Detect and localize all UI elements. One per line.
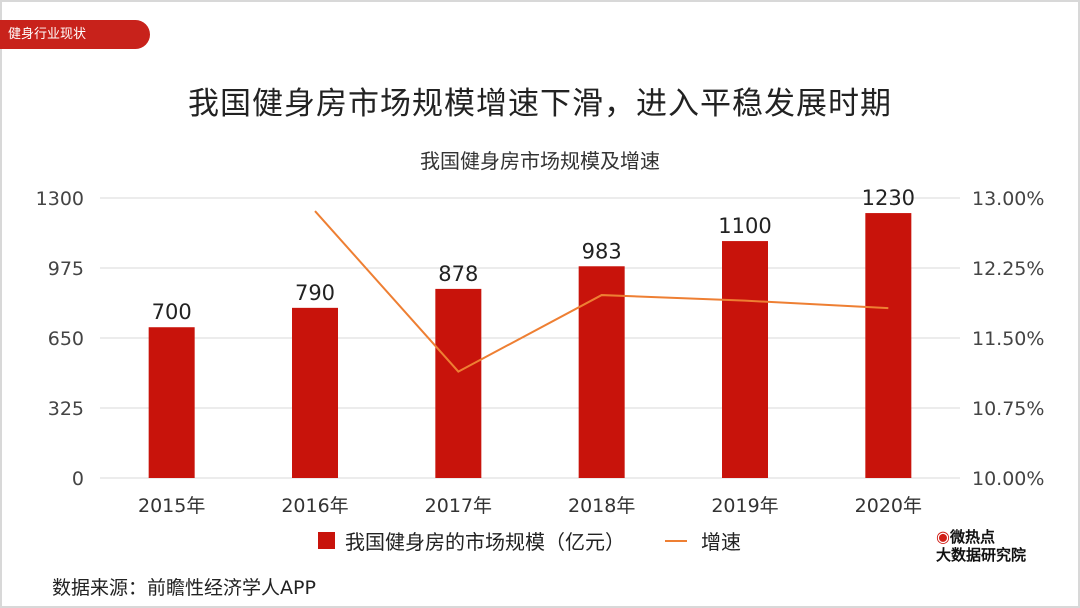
section-tag: 健身行业现状 [0, 20, 150, 49]
y-right-tick-label: 10.75% [972, 398, 1044, 420]
growth-line [314, 210, 889, 373]
bar [722, 241, 768, 478]
chart-title: 我国健身房市场规模及增速 [420, 149, 660, 173]
legend-line-swatch [665, 539, 687, 542]
y-left-tick-label: 650 [48, 328, 84, 350]
x-tick-label: 2015年 [138, 495, 205, 517]
x-tick-label: 2016年 [281, 495, 348, 517]
logo-line2: 大数据研究院 [936, 546, 1027, 564]
legend-line-label: 增速 [701, 530, 741, 554]
x-tick-label: 2017年 [425, 495, 492, 517]
bar [865, 213, 912, 479]
y-left-tick-label: 0 [72, 468, 84, 490]
legend-bar-swatch [318, 532, 335, 549]
bar-value-label: 983 [582, 239, 622, 263]
bar [435, 288, 482, 478]
bar [148, 327, 195, 478]
weirediandian-logo: ◉微热点 大数据研究院 [936, 527, 1027, 565]
legend-bar-label: 我国健身房的市场规模（亿元） [345, 530, 625, 554]
x-tick-label: 2018年 [568, 495, 635, 517]
y-right-tick-label: 11.50% [972, 328, 1044, 350]
y-left-tick-label: 975 [48, 258, 84, 280]
bar [578, 266, 625, 478]
bar-value-label: 1100 [718, 214, 771, 238]
bar-value-label: 878 [438, 262, 478, 286]
y-right-tick-label: 12.25% [972, 258, 1044, 280]
logo-line1: 微热点 [949, 528, 995, 546]
y-right-tick-label: 13.00% [972, 188, 1044, 210]
y-right-tick-label: 10.00% [972, 468, 1044, 490]
bar-value-label: 790 [295, 281, 335, 305]
x-tick-label: 2020年 [855, 495, 922, 517]
main-title: 我国健身房市场规模增速下滑，进入平稳发展时期 [188, 86, 892, 122]
bar [292, 307, 338, 478]
data-source: 数据来源：前瞻性经济学人APP [52, 577, 316, 599]
y-left-tick-label: 325 [48, 398, 84, 420]
bar-value-label: 1230 [862, 186, 915, 210]
y-left-tick-label: 1300 [36, 188, 84, 210]
eye-icon: ◉ [936, 527, 950, 546]
legend: 我国健身房的市场规模（亿元） 增速 [318, 526, 741, 555]
bar-value-label: 700 [152, 300, 192, 324]
x-tick-label: 2019年 [711, 495, 778, 517]
